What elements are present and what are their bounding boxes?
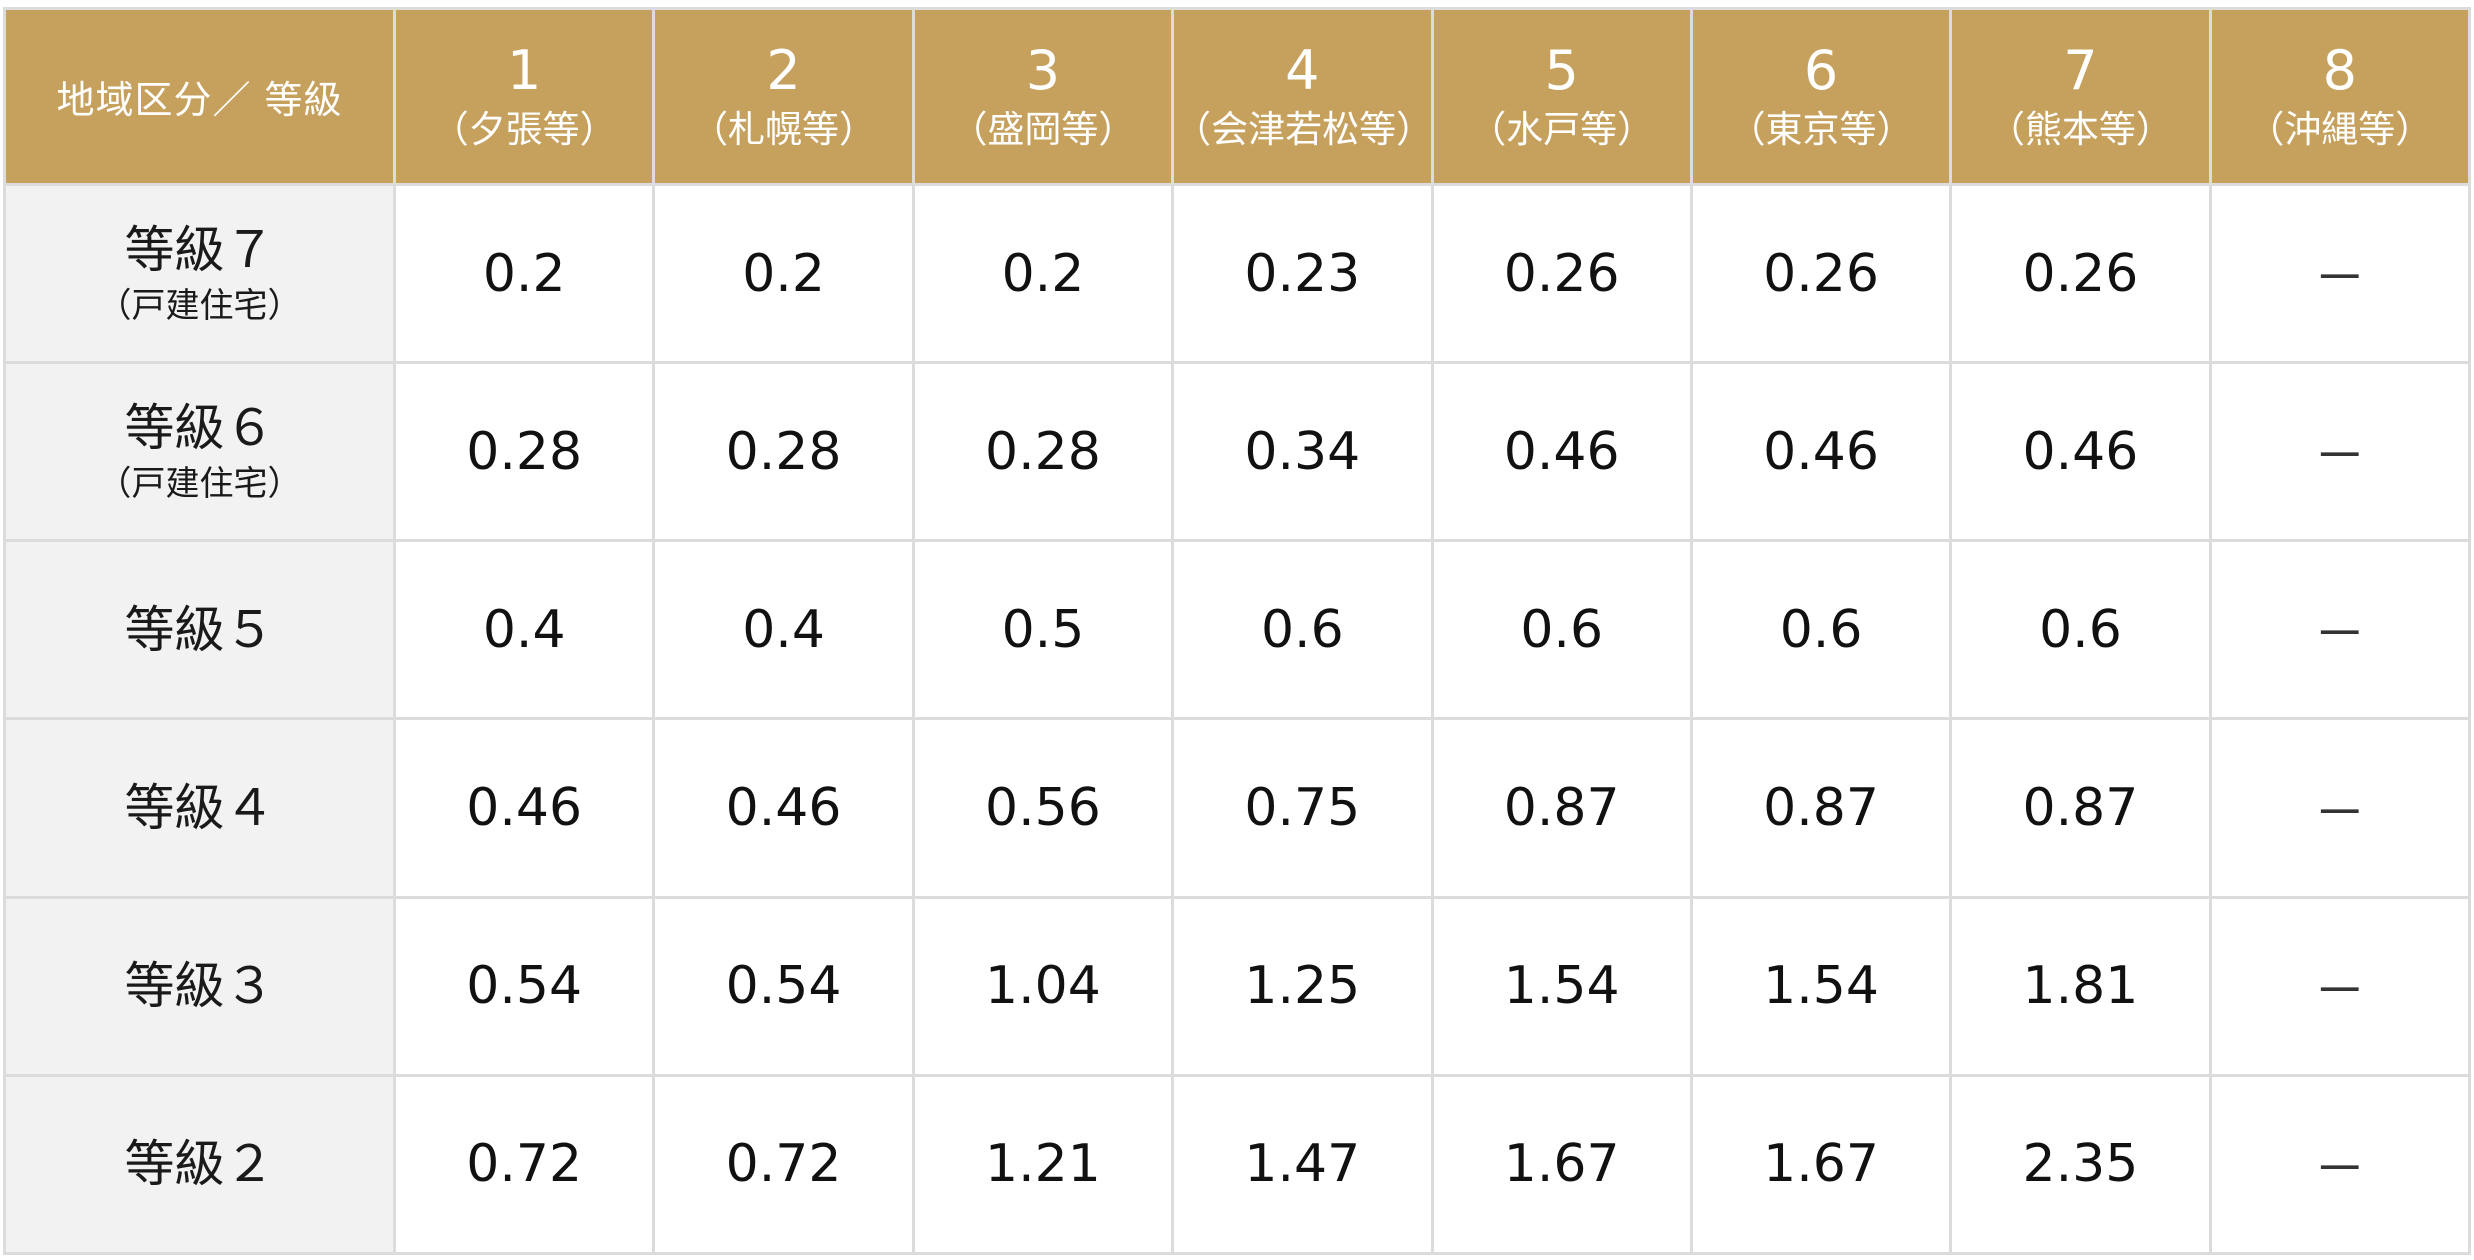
- grade-label: 等級２: [124, 1135, 275, 1194]
- grade-note: （戸建住宅）: [97, 463, 302, 504]
- table-body: 等級７ （戸建住宅） 0.2 0.2 0.2 0.23 0.26 0.26 0.2…: [3, 182, 2472, 1256]
- zone-header-5: 5 （水戸等）: [1430, 7, 1693, 186]
- table-cell: 0.72: [392, 1073, 656, 1256]
- table-cell: 0.87: [1689, 717, 1953, 899]
- grade-label: 等級３: [124, 957, 275, 1016]
- zone-header-7: 7 （熊本等）: [1949, 7, 2212, 186]
- zone-number: 6: [1803, 38, 1839, 102]
- zone-header-6: 6 （東京等）: [1689, 7, 1953, 186]
- table-cell: 0.87: [1949, 717, 2212, 899]
- table-header: 地域区分／ 等級 1 （夕張等） 2 （札幌等） 3 （盛岡等） 4 （会津若松等） 5…: [3, 7, 2472, 186]
- table-row-grade-5: 等級５ 0.4 0.4 0.5 0.6 0.6 0.6 0.6 －: [3, 539, 2472, 721]
- table-cell: 0.4: [392, 539, 656, 721]
- table-cell: －: [2208, 717, 2472, 899]
- table-cell: 0.46: [1949, 361, 2212, 543]
- table-row-grade-7: 等級７ （戸建住宅） 0.2 0.2 0.2 0.23 0.26 0.26 0.2…: [3, 182, 2472, 365]
- grade-note: （戸建住宅）: [97, 285, 302, 326]
- table-cell: 0.4: [652, 539, 915, 721]
- row-header: 等級３: [3, 895, 396, 1077]
- zone-city: （夕張等）: [431, 107, 617, 151]
- grade-label: 等級７: [124, 220, 275, 279]
- row-header: 等級４: [3, 717, 396, 899]
- corner-header: 地域区分／ 等級: [3, 7, 396, 186]
- zone-header-1: 1 （夕張等）: [392, 7, 656, 186]
- table-row-grade-6: 等級６ （戸建住宅） 0.28 0.28 0.28 0.34 0.46 0.46 …: [3, 361, 2472, 543]
- table-row-grade-3: 等級３ 0.54 0.54 1.04 1.25 1.54 1.54 1.81 －: [3, 895, 2472, 1077]
- zone-number: 8: [2322, 38, 2357, 102]
- zone-number: 3: [1025, 38, 1061, 102]
- table-cell: 0.6: [1430, 539, 1693, 721]
- row-header: 等級７ （戸建住宅）: [3, 182, 396, 365]
- row-header: 等級５: [3, 539, 396, 721]
- table-cell: －: [2208, 895, 2472, 1077]
- grade-label: 等級４: [124, 779, 275, 838]
- table-cell: 0.87: [1430, 717, 1693, 899]
- table-cell: 0.54: [652, 895, 915, 1077]
- zone-city: （会津若松等）: [1174, 107, 1434, 151]
- table-cell: 0.6: [1689, 539, 1953, 721]
- table-cell: 1.25: [1171, 895, 1434, 1077]
- zone-city: （熊本等）: [1987, 107, 2173, 151]
- table-cell: 1.81: [1949, 895, 2212, 1077]
- zone-header-3: 3 （盛岡等）: [911, 7, 1175, 186]
- table-cell: 0.28: [392, 361, 656, 543]
- table-cell: 1.47: [1171, 1073, 1434, 1256]
- zone-city: （東京等）: [1728, 107, 1914, 151]
- zone-number: 7: [2063, 38, 2098, 102]
- zone-number: 1: [507, 38, 542, 102]
- zone-number: 5: [1544, 38, 1579, 102]
- table-cell: 0.28: [911, 361, 1175, 543]
- table-cell: －: [2208, 182, 2472, 365]
- table-cell: 0.2: [392, 182, 656, 365]
- table-cell: 0.75: [1171, 717, 1434, 899]
- table-cell: －: [2208, 361, 2472, 543]
- table-cell: 0.23: [1171, 182, 1434, 365]
- table-row-grade-4: 等級４ 0.46 0.46 0.56 0.75 0.87 0.87 0.87 －: [3, 717, 2472, 899]
- grade-label: 等級５: [124, 600, 275, 659]
- table-row-grade-2: 等級２ 0.72 0.72 1.21 1.47 1.67 1.67 2.35 －: [3, 1073, 2472, 1256]
- insulation-grade-table: 地域区分／ 等級 1 （夕張等） 2 （札幌等） 3 （盛岡等） 4 （会津若松等） 5…: [3, 7, 2472, 1256]
- zone-header-2: 2 （札幌等）: [652, 7, 915, 186]
- header-row: 地域区分／ 等級 1 （夕張等） 2 （札幌等） 3 （盛岡等） 4 （会津若松等） 5…: [3, 7, 2472, 186]
- table-cell: 1.04: [911, 895, 1175, 1077]
- table-cell: 0.26: [1689, 182, 1953, 365]
- table-cell: 1.67: [1430, 1073, 1693, 1256]
- zone-city: （沖縄等）: [2247, 107, 2433, 151]
- zone-header-4: 4 （会津若松等）: [1171, 7, 1434, 186]
- table-cell: 0.5: [911, 539, 1175, 721]
- table-cell: 0.72: [652, 1073, 915, 1256]
- table-cell: 2.35: [1949, 1073, 2212, 1256]
- table-cell: －: [2208, 1073, 2472, 1256]
- zone-number: 2: [766, 38, 801, 102]
- table-cell: 0.6: [1949, 539, 2212, 721]
- table-cell: 0.26: [1430, 182, 1693, 365]
- zone-city: （水戸等）: [1469, 107, 1655, 151]
- row-header: 等級２: [3, 1073, 396, 1256]
- table-cell: 0.46: [652, 717, 915, 899]
- table-cell: 0.46: [392, 717, 656, 899]
- zone-number: 4: [1285, 38, 1320, 102]
- table-cell: －: [2208, 539, 2472, 721]
- table-cell: 0.56: [911, 717, 1175, 899]
- table-cell: 0.46: [1430, 361, 1693, 543]
- zone-header-8: 8 （沖縄等）: [2208, 7, 2472, 186]
- table-cell: 0.2: [652, 182, 915, 365]
- table-cell: 1.54: [1430, 895, 1693, 1077]
- table-cell: 1.67: [1689, 1073, 1953, 1256]
- table-cell: 0.2: [911, 182, 1175, 365]
- table-cell: 1.21: [911, 1073, 1175, 1256]
- table-cell: 1.54: [1689, 895, 1953, 1077]
- table-cell: 0.54: [392, 895, 656, 1077]
- table-cell: 0.34: [1171, 361, 1434, 543]
- zone-city: （札幌等）: [691, 107, 877, 151]
- table-cell: 0.28: [652, 361, 915, 543]
- table-cell: 0.46: [1689, 361, 1953, 543]
- table-cell: 0.6: [1171, 539, 1434, 721]
- zone-city: （盛岡等）: [950, 107, 1136, 151]
- grade-label: 等級６: [124, 398, 275, 457]
- table-cell: 0.26: [1949, 182, 2212, 365]
- row-header: 等級６ （戸建住宅）: [3, 361, 396, 543]
